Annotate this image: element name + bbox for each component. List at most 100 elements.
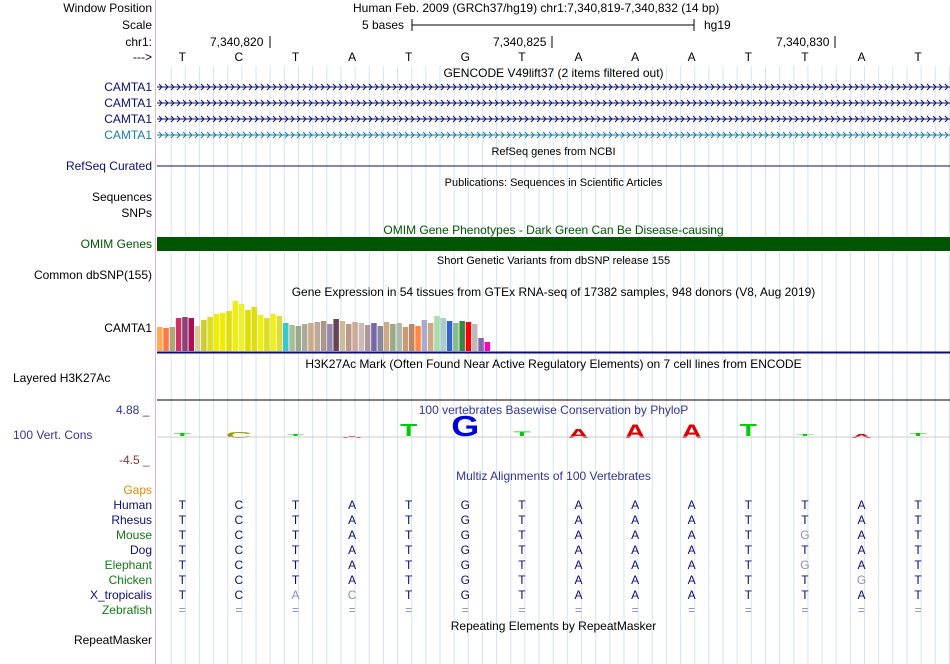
aligned-base: T (744, 513, 752, 527)
cons-base-glyph: T (400, 420, 418, 440)
aligned-base: G (460, 528, 470, 542)
aligned-base: T (178, 498, 186, 512)
scale-value: 5 bases (362, 18, 405, 32)
aligned-base: G (460, 588, 470, 602)
refseq-label[interactable]: RefSeq Curated (65, 159, 152, 173)
aligned-base: = (631, 603, 639, 617)
gtex-bar (232, 301, 239, 351)
gtex-label[interactable]: CAMTA1 (104, 321, 152, 335)
cons-track-title[interactable]: 100 vertebrates Basewise Conservation by… (418, 403, 689, 417)
species-label[interactable]: Rhesus (111, 513, 152, 527)
cons-min-label: -4.5 _ (119, 453, 150, 467)
reference-base: T (914, 50, 922, 64)
gtex-bar (207, 317, 213, 351)
gtex-bar (478, 338, 484, 351)
aligned-base: T (914, 498, 922, 512)
multiz-track-title[interactable]: Multiz Alignments of 100 Vertebrates (456, 469, 651, 483)
aligned-base: A (631, 513, 640, 527)
gtex-bar (220, 313, 226, 351)
h3k27ac-track-title[interactable]: H3K27Ac Mark (Often Found Near Active Re… (305, 357, 802, 371)
aligned-base: = (801, 603, 809, 617)
species-label[interactable]: Mouse (115, 528, 152, 542)
gtex-bar (427, 323, 434, 351)
repeatmasker-label[interactable]: RepeatMasker (73, 633, 152, 647)
gtex-bar (251, 307, 257, 351)
gtex-bar (257, 315, 264, 351)
repeatmasker-track-title[interactable]: Repeating Elements by RepeatMasker (450, 619, 657, 633)
aligned-base: = (688, 603, 696, 617)
cons-base-glyph: A (568, 426, 589, 441)
aligned-base: T (291, 498, 300, 512)
reference-base: T (405, 50, 413, 64)
aligned-base: C (234, 498, 244, 512)
aligned-base: G (460, 558, 470, 572)
omim-label[interactable]: OMIM Genes (80, 237, 152, 251)
aligned-base: T (178, 558, 186, 572)
h3k27ac-label[interactable]: Layered H3K27Ac (13, 371, 111, 385)
cons-label[interactable]: 100 Vert. Cons (13, 428, 93, 442)
aligned-base: A (574, 558, 583, 572)
pubs-track-title[interactable]: Publications: Sequences in Scientific Ar… (444, 177, 663, 189)
gene-strand-chevrons (158, 131, 949, 139)
chrom-label: chr1: (125, 35, 152, 49)
gtex-bar (270, 314, 276, 351)
gtex-bar (396, 323, 402, 351)
aligned-base: A (348, 528, 357, 542)
aligned-base: C (234, 558, 244, 572)
aligned-base: T (518, 528, 526, 542)
gtex-bar (434, 316, 440, 351)
gene-label[interactable]: CAMTA1 (104, 80, 152, 94)
gtex-bar (163, 328, 169, 351)
aligned-base: T (744, 573, 752, 587)
gtex-bar (245, 310, 251, 351)
aligned-base: T (518, 558, 526, 572)
snps-label[interactable]: SNPs (121, 206, 152, 220)
aligned-base: = (291, 603, 299, 617)
dbsnp-label[interactable]: Common dbSNP(155) (33, 268, 152, 282)
refseq-track-title[interactable]: RefSeq genes from NCBI (491, 146, 616, 158)
gene-label[interactable]: CAMTA1 (104, 96, 152, 110)
gaps-label[interactable]: Gaps (123, 483, 152, 497)
gene-label[interactable]: CAMTA1 (104, 112, 152, 126)
reference-base: T (801, 50, 809, 64)
reference-base: G (460, 50, 470, 64)
species-label[interactable]: Elephant (104, 558, 152, 572)
gencode-track-title[interactable]: GENCODE V49lift37 (2 items filtered out) (443, 66, 664, 80)
strand-label: ---> (133, 50, 152, 64)
gtex-bar (472, 324, 478, 351)
gene-label[interactable]: CAMTA1 (104, 128, 152, 142)
aligned-base: T (914, 573, 922, 587)
aligned-base: T (291, 513, 300, 527)
aligned-base: T (744, 558, 752, 572)
aligned-base: T (518, 513, 526, 527)
gtex-bar (175, 318, 182, 351)
aligned-base: A (348, 498, 357, 512)
species-label[interactable]: Human (113, 498, 152, 512)
pubs-label[interactable]: Sequences (91, 190, 152, 204)
aligned-base: T (744, 498, 752, 512)
gtex-bar (333, 319, 339, 351)
window-position-label: Window Position (63, 1, 152, 15)
aligned-base: A (574, 498, 583, 512)
window-position-value: Human Feb. 2009 (GRCh37/hg19) chr1:7,340… (353, 1, 720, 15)
species-label[interactable]: X_tropicalis (89, 588, 152, 602)
dbsnp-track-title[interactable]: Short Genetic Variants from dbSNP releas… (436, 255, 671, 267)
gene-strand-chevrons (158, 115, 949, 123)
gtex-track-title[interactable]: Gene Expression in 54 tissues from GTEx … (291, 285, 816, 299)
aligned-base: = (857, 603, 865, 617)
aligned-base: T (178, 588, 186, 602)
species-label[interactable]: Dog (129, 543, 152, 557)
aligned-base: = (574, 603, 582, 617)
aligned-base: T (405, 558, 413, 572)
omim-track-title[interactable]: OMIM Gene Phenotypes - Dark Green Can Be… (383, 223, 724, 237)
gtex-bar (289, 325, 295, 351)
gtex-bar (283, 323, 289, 351)
species-label[interactable]: Chicken (108, 573, 152, 587)
gtex-bar (440, 318, 446, 351)
aligned-base: A (631, 498, 640, 512)
aligned-base: A (687, 543, 696, 557)
cons-base-glyph: A (682, 421, 702, 443)
species-label[interactable]: Zebrafish (101, 603, 152, 617)
coord-label: 7,340,820 (210, 35, 264, 49)
